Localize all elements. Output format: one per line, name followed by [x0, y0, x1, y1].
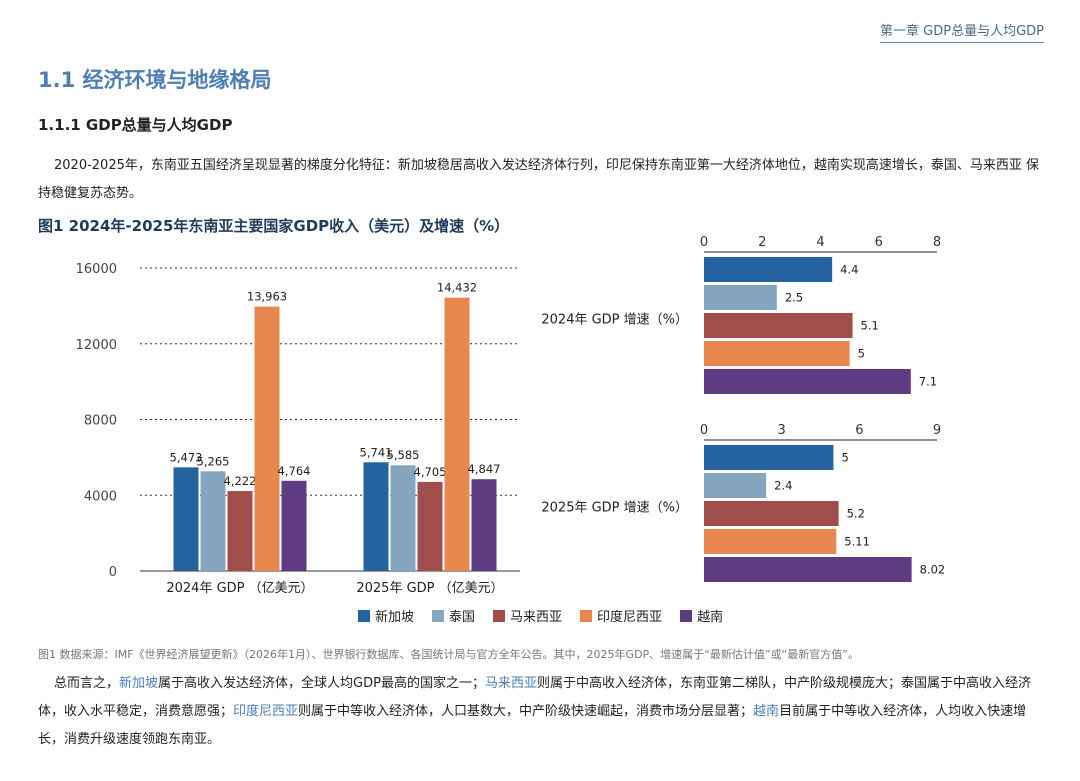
- y-tick-label: 12000: [76, 338, 117, 353]
- bar-新加坡: [363, 462, 389, 571]
- highlight-indonesia: 印度尼西亚: [233, 704, 299, 719]
- bar-马来西亚: [704, 501, 839, 526]
- x-tick-label: 8: [933, 235, 941, 250]
- bar-value-label: 4.4: [840, 263, 858, 277]
- x-category-label: 2025年 GDP （亿美元）: [356, 581, 503, 596]
- bar-印度尼西亚: [444, 297, 470, 571]
- legend-label: 新加坡: [375, 610, 415, 625]
- legend-item: 越南: [680, 606, 723, 625]
- bar-value-label: 4,764: [278, 464, 311, 478]
- legend-swatch: [432, 609, 445, 622]
- y-tick-label: 4000: [84, 489, 117, 504]
- bar-印度尼西亚: [254, 306, 280, 571]
- bar-越南: [704, 557, 912, 582]
- legend-item: 印度尼西亚: [580, 606, 662, 625]
- bar-value-label: 5,265: [197, 454, 230, 468]
- bar-马来西亚: [417, 481, 443, 571]
- x-tick-label: 6: [855, 423, 863, 438]
- chapter-header: 第一章 GDP总量与人均GDP: [880, 20, 1044, 43]
- growth-chart-title: 2025年 GDP 增速（%）: [541, 501, 688, 516]
- bar-value-label: 4,222: [224, 474, 257, 488]
- bar-value-label: 5,473: [170, 450, 203, 464]
- bar-value-label: 5.1: [861, 319, 879, 333]
- bar-value-label: 4,847: [468, 462, 501, 476]
- y-tick-label: 8000: [84, 414, 117, 429]
- conclusion-text-5: 目前属于中等收入经济体，人均收入快速增长，消费升级速度领跑东南亚。: [38, 704, 1027, 747]
- growth-2025-chart: 0 3 6 9 5 2.4 5.2 5.11 8.02 2025年 GDP 增速（%）: [541, 423, 946, 582]
- legend-swatch: [680, 609, 693, 622]
- bar-泰国: [704, 285, 777, 310]
- bar-印度尼西亚: [704, 341, 850, 366]
- bar-越南: [704, 369, 911, 394]
- bar-泰国: [704, 473, 767, 498]
- x-category-label: 2024年 GDP （亿美元）: [166, 581, 313, 596]
- legend-swatch: [580, 609, 593, 622]
- legend-swatch: [493, 609, 506, 622]
- legend-label: 印度尼西亚: [597, 610, 663, 625]
- conclusion-text-4: 则属于中等收入经济体，人口基数大，中产阶级快速崛起，消费市场分层显著；: [298, 704, 754, 719]
- legend-label: 马来西亚: [510, 610, 563, 625]
- legend-label: 越南: [697, 610, 724, 625]
- x-tick-label: 3: [778, 423, 786, 438]
- bar-value-label: 5,585: [387, 448, 420, 462]
- bar-value-label: 14,432: [437, 281, 477, 295]
- figure-title: 图1 2024年-2025年东南亚主要国家GDP收入（美元）及增速（%）: [38, 217, 510, 235]
- bar-value-label: 8.02: [920, 563, 946, 577]
- bar-泰国: [200, 471, 226, 571]
- figure-source-note: 图1 数据来源：IMF《世界经济展望更新》（2026年1月）、世界银行数据库、各…: [38, 648, 859, 661]
- y-tick-label: 0: [109, 565, 117, 580]
- bar-马来西亚: [704, 313, 853, 338]
- conclusion-text-1: 总而言之，: [54, 676, 120, 691]
- legend-label: 泰国: [449, 610, 476, 625]
- growth-2024-chart: 0 2 4 6 8 4.4 2.5 5.1 5 7.1 2024年 GDP 增速（%）: [541, 235, 941, 394]
- chart-legend: 新加坡 泰国 马来西亚 印度尼西亚 越南: [358, 606, 723, 625]
- x-tick-label: 9: [933, 423, 941, 438]
- legend-item: 泰国: [432, 606, 475, 625]
- bar-value-label: 5,741: [360, 445, 393, 459]
- bar-新加坡: [173, 467, 199, 571]
- bar-印度尼西亚: [704, 529, 837, 554]
- conclusion-text-2: 属于高收入发达经济体，全球人均GDP最高的国家之一；: [158, 676, 485, 691]
- highlight-vietnam: 越南: [753, 704, 780, 719]
- bar-value-label: 7.1: [919, 375, 937, 389]
- bar-泰国: [390, 465, 416, 571]
- x-tick-label: 4: [816, 235, 824, 250]
- highlight-singapore: 新加坡: [119, 676, 159, 691]
- bar-value-label: 5.2: [847, 507, 865, 521]
- conclusion-text-3: 则属于中高收入经济体，东南亚第二梯队，中产阶级规模庞大；泰国属于中高收入经济体，…: [38, 676, 1031, 719]
- bar-value-label: 13,963: [247, 290, 287, 304]
- bar-越南: [471, 479, 497, 571]
- y-tick-label: 16000: [76, 262, 117, 277]
- bar-value-label: 5: [841, 451, 848, 465]
- intro-paragraph: 2020-2025年，东南亚五国经济呈现显著的梯度分化特征：新加坡稳居高收入发达…: [38, 158, 1039, 201]
- bar-value-label: 5.11: [844, 535, 870, 549]
- x-tick-label: 0: [700, 423, 708, 438]
- highlight-malaysia: 马来西亚: [484, 676, 537, 691]
- bar-value-label: 2.5: [785, 291, 803, 305]
- bar-value-label: 2.4: [774, 479, 792, 493]
- bar-value-label: 4,705: [414, 465, 447, 479]
- subsection-heading: 1.1.1 GDP总量与人均GDP: [38, 116, 233, 134]
- conclusion-paragraph: 总而言之，新加坡属于高收入发达经济体，全球人均GDP最高的国家之一；马来西亚则属…: [38, 670, 1046, 754]
- legend-item: 马来西亚: [493, 606, 562, 625]
- legend-item: 新加坡: [358, 606, 414, 625]
- x-tick-label: 2: [758, 235, 766, 250]
- bar-新加坡: [704, 257, 833, 282]
- legend-swatch: [358, 609, 370, 622]
- bar-马来西亚: [227, 491, 253, 571]
- section-heading: 1.1 经济环境与地缘格局: [38, 68, 272, 92]
- growth-chart-title: 2024年 GDP 增速（%）: [541, 313, 688, 328]
- x-tick-label: 0: [700, 235, 708, 250]
- x-tick-label: 6: [875, 235, 883, 250]
- bar-越南: [281, 480, 307, 571]
- bar-新加坡: [704, 445, 834, 470]
- bar-value-label: 5: [858, 347, 865, 361]
